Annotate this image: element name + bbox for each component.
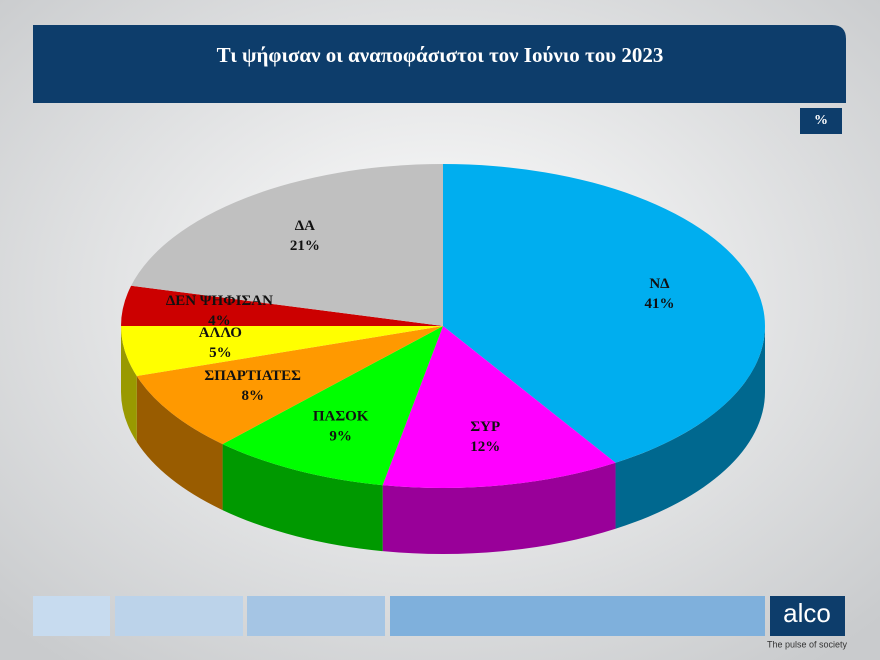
unit-badge	[800, 108, 842, 134]
slice-side	[121, 326, 137, 443]
slice	[131, 164, 444, 326]
unit-badge-text: %	[814, 113, 828, 128]
logo-tagline: The pulse of society	[767, 639, 848, 649]
logo-name: alco	[783, 598, 831, 628]
footer-bar	[115, 596, 243, 636]
slice-label: ΔΕΝ ΨΗΦΙΣΑΝ	[166, 293, 273, 309]
slice	[121, 285, 443, 326]
slice-side	[222, 444, 383, 552]
slice-value-label: 4%	[208, 313, 231, 329]
slice-value-label: 8%	[241, 388, 264, 404]
slice-side	[615, 326, 765, 529]
slice-label: ΑΛΛΟ	[199, 325, 242, 341]
slice-label: ΣΥΡ	[470, 419, 500, 435]
slice	[136, 326, 443, 445]
footer-bar	[33, 596, 110, 636]
slice-value-label: 21%	[290, 238, 320, 254]
slice-value-label: 41%	[644, 296, 674, 312]
slice	[121, 326, 443, 377]
slice-value-label: 12%	[470, 439, 500, 455]
slice-side	[382, 462, 616, 555]
header-band	[33, 25, 846, 103]
chart-title: Τι ψήφισαν οι αναποφάσιστοι τον Ιούνιο τ…	[217, 43, 664, 67]
logo-box	[770, 596, 845, 636]
slice	[382, 326, 616, 488]
slice-value-label: 5%	[209, 345, 232, 361]
footer-bar	[390, 596, 765, 636]
slice-side	[136, 376, 223, 511]
slice-label: ΔΑ	[295, 218, 315, 234]
pie: ΝΔ 41% ΣΥΡ 12% ΠΑΣΟΚ 9% ΣΠΑΡΤΙΑΤΕΣ 8% ΑΛΛΟ 5% ΔΕΝ …	[121, 164, 766, 555]
slice-label: ΠΑΣΟΚ	[313, 408, 369, 424]
slice	[222, 326, 443, 486]
slice-label: ΣΠΑΡΤΙΑΤΕΣ	[204, 368, 301, 384]
slice	[443, 164, 766, 463]
footer-bar	[247, 596, 385, 636]
slice-label: ΝΔ	[649, 276, 670, 292]
slice-value-label: 9%	[329, 428, 352, 444]
